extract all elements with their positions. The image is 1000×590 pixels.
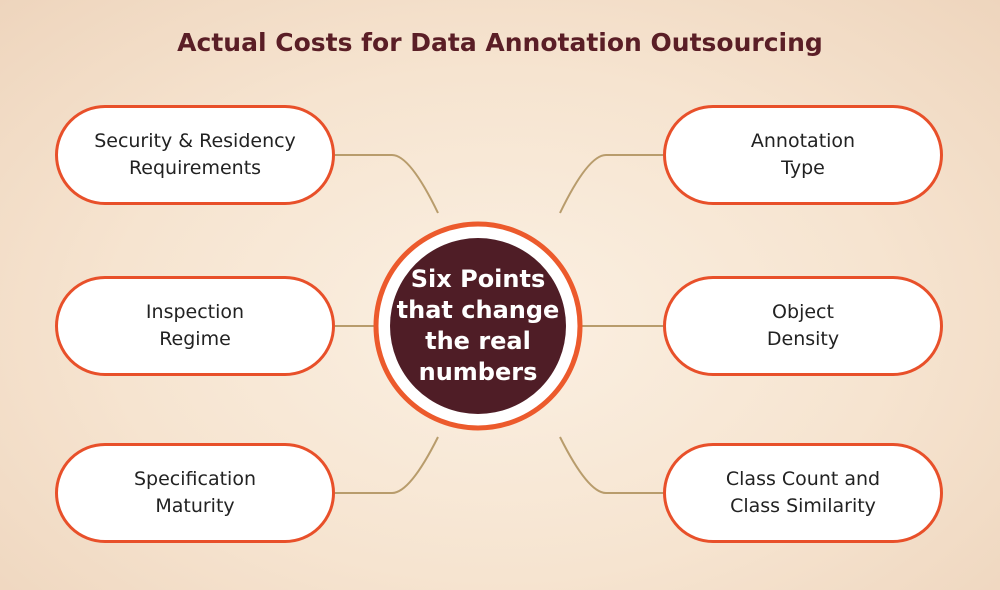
connector bbox=[335, 154, 439, 214]
node-label: Annotation bbox=[750, 130, 856, 152]
center-line: Six Points bbox=[410, 265, 546, 293]
node-label: Type bbox=[781, 157, 825, 179]
node: Object Density bbox=[663, 276, 943, 376]
center-line: numbers bbox=[418, 358, 538, 386]
node-label: Requirements bbox=[128, 157, 262, 179]
node-label: Regime bbox=[159, 328, 231, 350]
node: Class Count and Class Similarity bbox=[663, 443, 943, 543]
title: Actual Costs for Data Annotation Outsour… bbox=[177, 28, 823, 57]
node-label: Security & Residency bbox=[94, 130, 296, 152]
node-label: Maturity bbox=[155, 495, 235, 517]
node-label: Specification bbox=[134, 468, 256, 490]
connector bbox=[559, 154, 663, 214]
node-label: Class Similarity bbox=[730, 495, 876, 517]
node: Inspection Regime bbox=[55, 276, 335, 376]
connector bbox=[559, 436, 663, 494]
node-label: Inspection bbox=[145, 301, 245, 323]
node-label: Object bbox=[772, 301, 834, 323]
center-circle: Six Points that change the real numbers bbox=[390, 238, 566, 414]
node: Annotation Type bbox=[663, 105, 943, 205]
node-label: Class Count and bbox=[725, 468, 881, 490]
center-line: the real bbox=[425, 327, 531, 355]
center-line: that change bbox=[396, 296, 560, 324]
connector bbox=[335, 436, 439, 494]
node: Specification Maturity bbox=[55, 443, 335, 543]
node: Security & Residency Requirements bbox=[55, 105, 335, 205]
node-label: Density bbox=[766, 328, 840, 350]
